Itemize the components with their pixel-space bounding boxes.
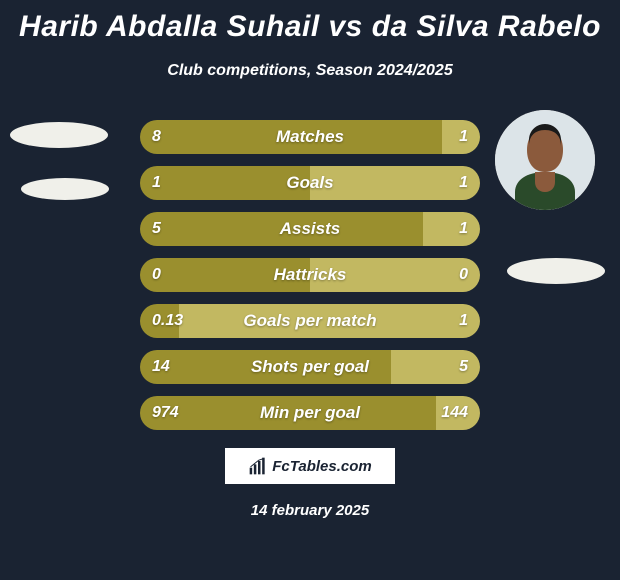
player-left-avatar [5,110,105,210]
stat-label: Min per goal [140,396,480,430]
subtitle: Club competitions, Season 2024/2025 [0,62,620,80]
stat-value-right: 1 [459,304,468,338]
comparison-chart: Matches81Goals11Assists51Hattricks00Goal… [140,120,480,442]
page-title: Harib Abdalla Suhail vs da Silva Rabelo [0,0,620,44]
date-text: 14 february 2025 [251,502,369,519]
stat-value-right: 1 [459,166,468,200]
stat-label: Matches [140,120,480,154]
watermark-text: FcTables.com [272,458,371,475]
stat-value-left: 1 [152,166,161,200]
stat-row: Shots per goal14 5 [140,350,480,384]
stat-value-right: 144 [441,396,468,430]
stat-value-right: 5 [459,350,468,384]
stat-row: Hattricks0 0 [140,258,480,292]
stat-label: Shots per goal [140,350,480,384]
stat-row: Goals per match0.13 1 [140,304,480,338]
stat-label: Hattricks [140,258,480,292]
stat-row: Assists5 1 [140,212,480,246]
stat-value-right: 0 [459,258,468,292]
stat-value-right: 1 [459,212,468,246]
stat-value-left: 14 [152,350,170,384]
stat-value-left: 0.13 [152,304,183,338]
stat-row: Goals1 1 [140,166,480,200]
stat-value-right: 1 [459,120,468,154]
stat-label: Assists [140,212,480,246]
stat-value-left: 0 [152,258,161,292]
watermark: FcTables.com [225,448,395,484]
stat-label: Goals per match [140,304,480,338]
stat-label: Goals [140,166,480,200]
avatar-placeholder-icon [495,110,595,210]
watermark-bars-icon [248,457,268,475]
stat-row: Matches8 1 [140,120,480,154]
player-right-avatar [495,110,595,210]
stat-value-left: 8 [152,120,161,154]
player-right-shadow [507,258,605,284]
stat-value-left: 5 [152,212,161,246]
stat-row: Min per goal974 144 [140,396,480,430]
stat-value-left: 974 [152,396,179,430]
